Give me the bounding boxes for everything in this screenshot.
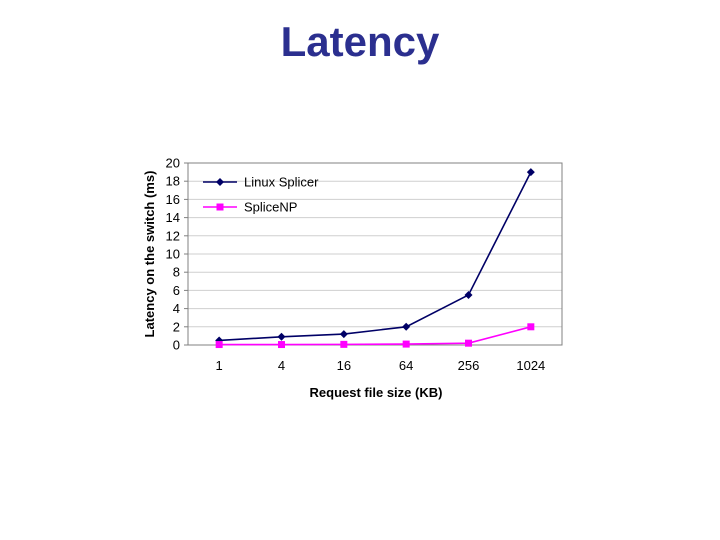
- data-point: [215, 341, 223, 349]
- data-point: [465, 339, 472, 347]
- series-2: [215, 323, 535, 349]
- x-tick-label: 256: [458, 358, 480, 373]
- y-tick-label: 20: [166, 156, 180, 171]
- series-line: [219, 171, 532, 342]
- y-tick-label: 2: [173, 319, 180, 334]
- legend-entry: Linux Splicer: [203, 175, 319, 190]
- data-point: [464, 290, 473, 299]
- y-axis-title: Latency on the switch (ms): [142, 171, 157, 338]
- y-tick-label: 6: [173, 283, 180, 298]
- x-tick-label: 64: [399, 358, 413, 373]
- y-tick-label: 12: [166, 228, 180, 243]
- x-tick-label: 4: [278, 358, 285, 373]
- legend: Linux Splicer SpliceNP: [203, 175, 319, 215]
- slide-title: Latency: [280, 18, 440, 65]
- y-tick-label: 4: [173, 301, 180, 316]
- y-tick-label: 10: [166, 247, 180, 262]
- data-point: [402, 340, 410, 348]
- x-tick-label: 1: [216, 358, 223, 373]
- data-point: [277, 332, 286, 341]
- x-tick-label: 1024: [516, 358, 545, 373]
- legend-label: Linux Splicer: [244, 175, 319, 190]
- legend-entry: SpliceNP: [203, 200, 297, 215]
- x-tick-label: 16: [337, 358, 351, 373]
- y-tick-label: 14: [166, 210, 180, 225]
- data-point: [402, 322, 411, 331]
- data-point: [526, 168, 535, 177]
- legend-marker: [216, 203, 224, 211]
- y-tick-label: 0: [173, 338, 180, 353]
- y-tick-label: 8: [173, 265, 180, 280]
- x-tick-labels: 1 4 16 64 256 1024: [216, 358, 546, 373]
- data-point: [278, 341, 285, 349]
- y-tick-label: 18: [166, 174, 180, 189]
- y-tick-label: 16: [166, 192, 180, 207]
- series-layer: [215, 168, 535, 349]
- data-point: [340, 340, 348, 348]
- data-point: [527, 323, 535, 331]
- y-tick-labels: 0 2 4 6 8 10 12 14 16 18 20: [166, 156, 188, 353]
- legend-marker: [216, 178, 224, 186]
- legend-label: SpliceNP: [244, 200, 297, 215]
- gridlines: [188, 180, 562, 328]
- data-point: [339, 330, 348, 339]
- x-axis-title: Request file size (KB): [310, 385, 443, 400]
- series-line: [219, 326, 532, 346]
- series-1: [215, 168, 535, 345]
